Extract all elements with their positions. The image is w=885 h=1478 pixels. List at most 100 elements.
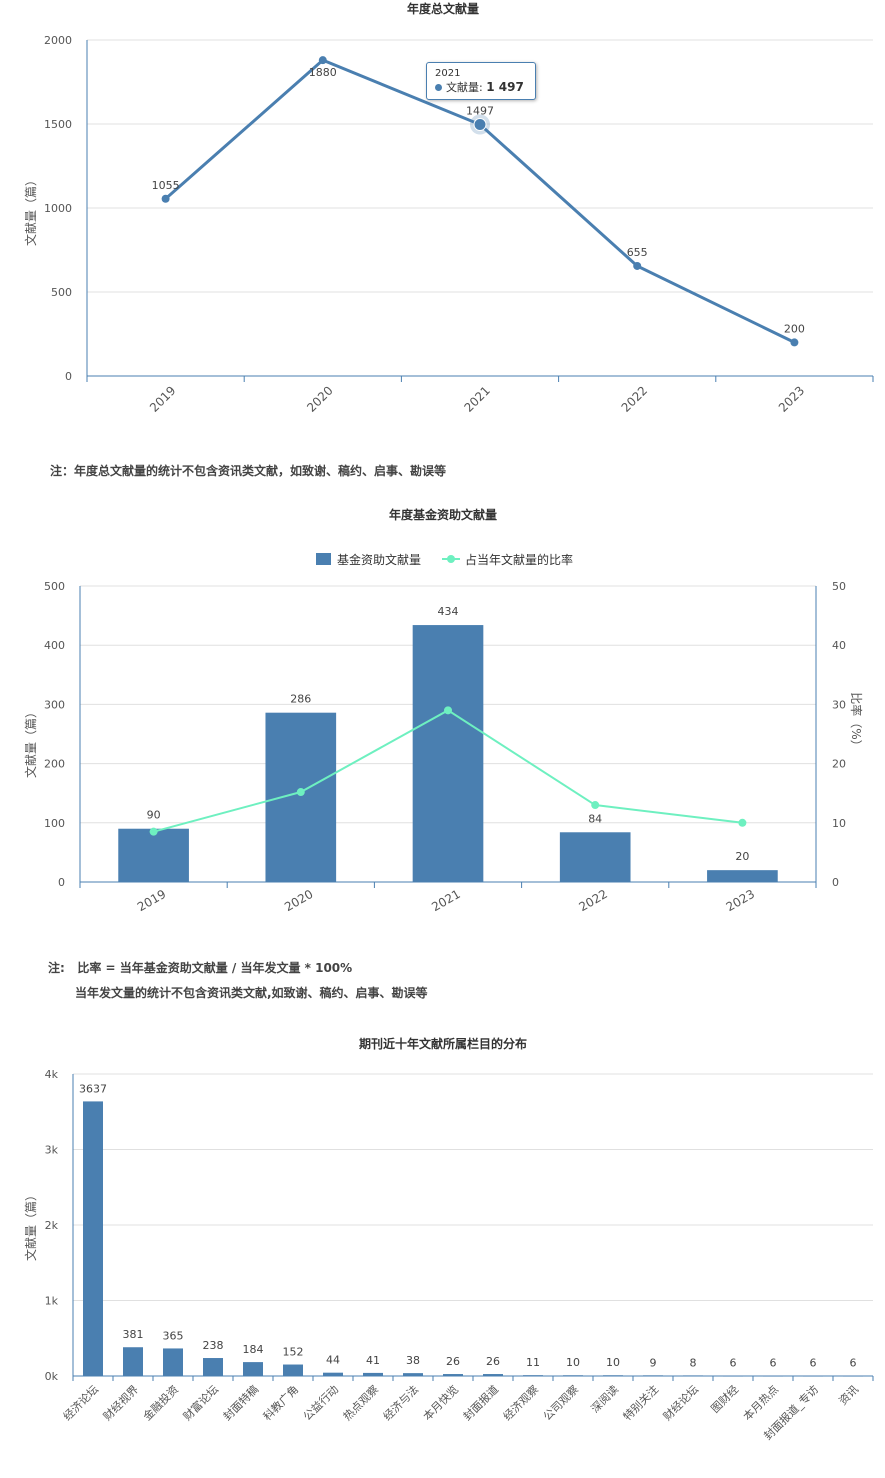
legend-bar-label[interactable]: 基金资助文献量 — [337, 552, 421, 567]
chart3-x-tick-label: 公司观察 — [540, 1382, 581, 1423]
chart2-ratio-point — [296, 788, 305, 797]
chart3-data-label: 10 — [606, 1356, 620, 1369]
chart2-data-label: 84 — [588, 812, 602, 825]
chart2-y2-tick-label: 20 — [832, 758, 846, 771]
chart2-y-tick-label: 500 — [44, 580, 65, 593]
chart3-x-tick-label: 封面特稿 — [220, 1382, 261, 1423]
chart2-y2-tick-label: 50 — [832, 580, 846, 593]
chart1-y-tick-label: 500 — [51, 286, 72, 299]
chart3-bar — [203, 1358, 223, 1376]
chart3-data-label: 6 — [730, 1357, 737, 1370]
chart3-y-tick-label: 3k — [45, 1144, 59, 1157]
chart2-y-tick-label: 0 — [58, 876, 65, 889]
chart2-bar — [412, 625, 484, 882]
chart3-x-tick-label: 财经视界 — [100, 1382, 141, 1423]
chart1-x-tick-label: 2020 — [304, 383, 335, 414]
chart3-x-tick-label: 经济论坛 — [60, 1382, 101, 1423]
chart2-data-label: 434 — [438, 605, 459, 618]
chart3-y-tick-label: 0k — [45, 1370, 59, 1383]
chart3-x-tick-label: 本月热点 — [740, 1382, 781, 1423]
chart3-data-label: 10 — [566, 1356, 580, 1369]
column-distribution-chart: 期刊近十年文献所属栏目的分布 文献量（篇） 0k 1k 2k 3k 4k 经济论坛 财经视界… — [23, 1036, 874, 1443]
legend-line-label[interactable]: 占当年文献量的比率 — [465, 552, 573, 567]
chart3-title: 期刊近十年文献所属栏目的分布 — [359, 1036, 527, 1051]
chart1-data-point — [318, 56, 327, 65]
chart1-y-axis-label: 文献量（篇） — [23, 174, 38, 246]
chart2-y2-tick-label: 30 — [832, 698, 846, 711]
chart3-data-label: 238 — [203, 1339, 224, 1352]
chart2-data-label: 286 — [290, 693, 311, 706]
chart3-data-label: 41 — [366, 1354, 380, 1367]
chart2-bar — [707, 870, 778, 882]
chart2-y-tick-label: 300 — [44, 698, 65, 711]
tooltip-value: 1 497 — [486, 80, 524, 94]
chart3-bar — [843, 1375, 863, 1377]
chart2-y2-axis-label: 比率（%） — [849, 692, 864, 751]
chart3-data-label: 152 — [283, 1346, 304, 1359]
chart2-ratio-point — [591, 801, 600, 810]
chart1-data-point — [790, 338, 799, 347]
chart3-data-label: 38 — [406, 1354, 420, 1367]
chart2-footnote-2: 当年发文量的统计不包含资讯类文献,如致谢、稿约、启事、勘误等 — [75, 986, 428, 1000]
chart3-y-tick-label: 2k — [45, 1219, 59, 1232]
chart2-x-tick-label: 2020 — [282, 887, 315, 914]
legend-line-marker — [447, 555, 455, 563]
annual-total-literature-chart: 年度总文献量 文献量（篇） 0 500 1000 1500 2000 2019 2020 20… — [23, 1, 874, 415]
chart1-title: 年度总文献量 — [407, 1, 479, 16]
chart2-y-tick-label: 400 — [44, 639, 65, 652]
chart2-bar — [559, 832, 631, 882]
chart1-x-tick-label: 2019 — [147, 383, 178, 414]
chart3-y-tick-label: 4k — [45, 1068, 59, 1081]
chart2-y-axis-label: 文献量（篇） — [23, 706, 38, 778]
chart1-series-line — [164, 58, 796, 344]
chart3-x-tick-label: 公益行动 — [300, 1382, 341, 1423]
chart1-tooltip: 2021 文献量: 1 497 — [426, 62, 536, 100]
chart3-bar — [403, 1373, 423, 1376]
chart1-data-point — [161, 194, 170, 203]
chart1-y-tick-label: 1500 — [44, 118, 72, 131]
chart3-bar — [603, 1375, 623, 1377]
chart3-data-label: 365 — [163, 1329, 184, 1342]
chart3-x-tick-label: 经济与法 — [380, 1382, 421, 1423]
chart3-bar — [563, 1375, 583, 1377]
chart3-bar — [323, 1372, 343, 1376]
chart3-bar — [763, 1375, 783, 1377]
chart3-data-label: 11 — [526, 1356, 540, 1369]
chart3-x-tick-label: 科教广角 — [260, 1382, 301, 1423]
chart3-data-label: 44 — [326, 1354, 340, 1367]
chart1-x-tick-label: 2023 — [776, 383, 807, 414]
chart3-data-label: 184 — [243, 1343, 264, 1356]
chart2-x-tick-label: 2021 — [429, 887, 462, 914]
chart3-data-label: 3637 — [79, 1082, 107, 1095]
chart3-bar — [643, 1375, 663, 1377]
chart2-y2-tick-label: 0 — [832, 876, 839, 889]
chart2-data-label: 20 — [735, 850, 749, 863]
chart3-data-label: 9 — [650, 1356, 657, 1369]
chart3-bar — [443, 1374, 463, 1376]
chart2-footnote-1: 注: 比率 = 当年基金资助文献量 / 当年发文量 * 100% — [48, 961, 353, 975]
chart2-y2-tick-label: 40 — [832, 639, 846, 652]
chart3-x-tick-label: 封面报道 — [460, 1382, 501, 1423]
chart3-x-tick-label: 资讯 — [836, 1383, 861, 1408]
chart3-data-label: 8 — [690, 1356, 697, 1369]
chart3-bar — [163, 1348, 183, 1376]
chart2-bar — [265, 712, 337, 882]
chart2-ratio-point — [444, 706, 452, 715]
annual-funded-literature-chart: 年度基金资助文献量 基金资助文献量 占当年文献量的比率 文献量（篇） 比率（%）… — [23, 507, 864, 914]
chart1-y-tick-label: 0 — [65, 370, 72, 383]
chart3-x-tick-label: 经济观察 — [500, 1382, 541, 1423]
chart1-data-point — [633, 261, 642, 270]
chart2-ratio-point — [738, 818, 747, 827]
chart3-bar — [363, 1372, 383, 1376]
chart2-legend[interactable]: 基金资助文献量 占当年文献量的比率 — [316, 552, 573, 567]
chart1-x-tick-label: 2022 — [619, 383, 650, 414]
chart1-data-label: 200 — [784, 322, 805, 335]
chart3-data-label: 381 — [123, 1328, 144, 1341]
chart3-y-tick-label: 1k — [45, 1295, 59, 1308]
chart1-y-tick-label: 1000 — [44, 202, 72, 215]
chart3-x-tick-label: 财经论坛 — [660, 1382, 701, 1423]
chart3-data-label: 6 — [850, 1357, 857, 1370]
chart1-footnote: 注：年度总文献量的统计不包含资讯类文献，如致谢、稿约、启事、勘误等 — [50, 464, 447, 478]
chart3-bar — [723, 1375, 743, 1377]
chart3-bar — [123, 1347, 143, 1376]
